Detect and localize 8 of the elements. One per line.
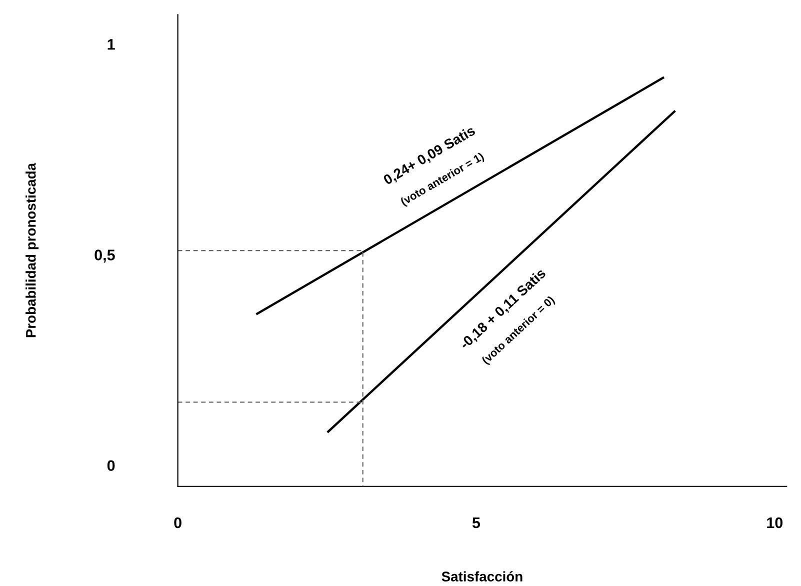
x-tick-label: 0 — [174, 517, 182, 528]
x-tick-label: 5 — [472, 517, 480, 528]
y-axis-title: Probabilidad pronosticada — [26, 162, 39, 338]
y-tick-label: 0 — [107, 460, 115, 472]
x-tick-label: 10 — [767, 517, 783, 528]
y-tick-label: 0,5 — [94, 250, 115, 263]
y-tick-label: 1 — [108, 39, 115, 50]
x-axis-title: Satisfacción — [442, 571, 522, 582]
